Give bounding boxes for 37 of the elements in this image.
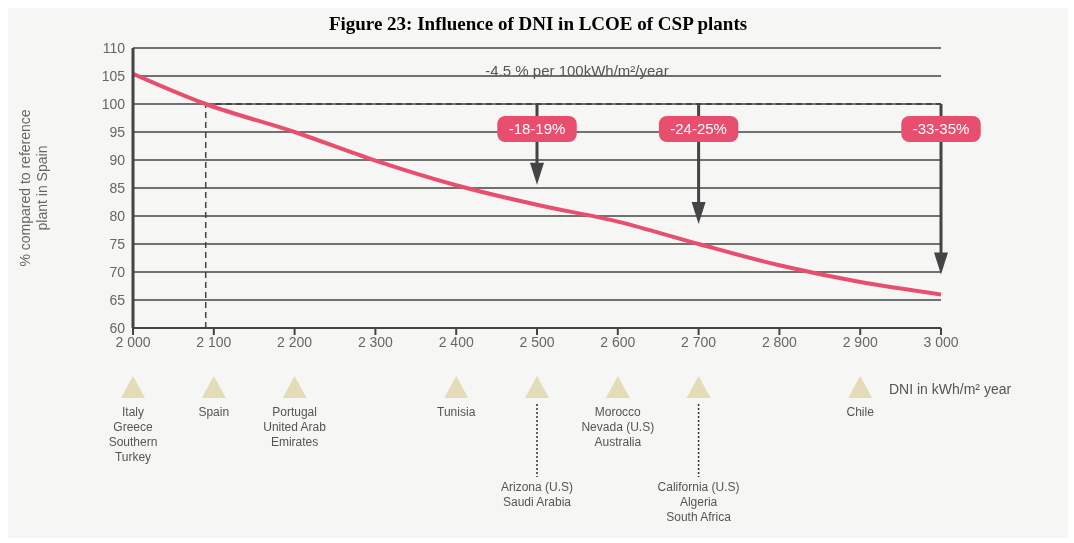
y-tick-label: 95 (109, 123, 126, 140)
text: Arizona (U.S) Saudi Arabia (500, 480, 574, 509)
text: Portugal United Arab Emirates (263, 405, 327, 449)
annotation: -33-35% (912, 120, 970, 137)
y-tick-label: 65 (109, 291, 126, 308)
x-tick-label: 2 700 (681, 333, 717, 350)
y-tick-label: 80 (109, 207, 126, 224)
x-tick-label: 2 300 (357, 333, 394, 350)
text: Chile (846, 405, 875, 419)
y-axis-title: % compared to reference plant in Spain (17, 109, 50, 267)
annotation: -24-25% (670, 120, 727, 137)
x-tick-label: 2 600 (600, 333, 636, 350)
x-tick-label: 2 500 (519, 333, 555, 350)
y-tick-label: 100 (101, 95, 126, 112)
y-tick-label: 75 (109, 235, 126, 252)
x-tick-label: 2 100 (196, 333, 232, 350)
y-tick-label: 90 (109, 151, 126, 168)
x-axis-title: DNI in kWh/m² year (889, 381, 1012, 397)
y-tick-label: 70 (109, 263, 126, 280)
x-tick-label: 2 800 (761, 333, 798, 350)
y-tick-label: 60 (109, 319, 126, 336)
x-tick-label: 2 400 (438, 333, 474, 350)
annotation: -4.5 % per 100kWh/m²/year (485, 62, 669, 79)
text: Italy Greece Southern Turkey (108, 405, 158, 464)
text: Morocco Nevada (U.S) Australia (581, 405, 655, 449)
x-tick-label: 3 000 (923, 333, 959, 350)
x-tick-label: 2 900 (842, 333, 878, 350)
chart-title: Figure 23: Influence of DNI in LCOE of CSP plants (328, 13, 748, 34)
y-tick-label: 110 (102, 39, 126, 56)
text: Tunisia (437, 405, 476, 419)
text: Spain (198, 405, 230, 419)
annotation: -18-19% (508, 120, 566, 137)
text: California (U.S) Algeria South Africa (657, 480, 740, 524)
y-tick-label: 105 (101, 67, 126, 84)
y-tick-label: 85 (109, 179, 126, 196)
x-tick-label: 2 000 (115, 333, 151, 350)
x-tick-label: 2 200 (277, 333, 313, 350)
